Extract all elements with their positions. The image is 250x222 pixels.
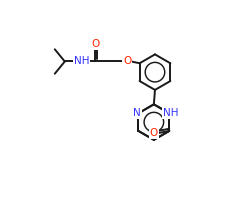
- Text: O: O: [91, 39, 99, 49]
- Text: NH: NH: [162, 108, 178, 118]
- Text: O: O: [123, 56, 132, 67]
- Text: NH: NH: [74, 56, 89, 67]
- Text: N: N: [134, 108, 141, 118]
- Text: O: O: [150, 128, 158, 138]
